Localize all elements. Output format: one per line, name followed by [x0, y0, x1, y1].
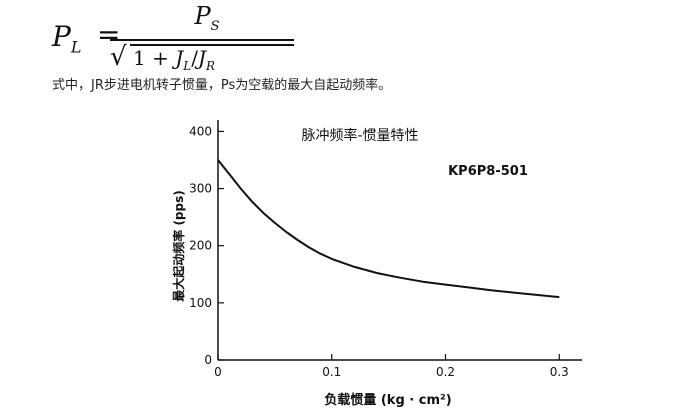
radicand-j1: J — [175, 46, 184, 70]
y-axis-label: 最大起动频率 (pps) — [171, 190, 186, 301]
formula-denominator: √ 1 + JL/JR — [110, 42, 296, 73]
sqrt-vinculum — [130, 44, 294, 46]
formula-num-symbol: P — [194, 2, 211, 30]
formula-numerator: PS — [157, 2, 257, 34]
formula-num-subscript: S — [210, 18, 220, 34]
fraction-bar — [110, 39, 294, 41]
chart-title: 脉冲频率-惯量特性 — [301, 127, 418, 144]
chart-axes — [217, 120, 582, 361]
y-tick-label: 400 — [189, 124, 212, 138]
series-line — [217, 159, 560, 299]
formula-lhs: PL — [52, 20, 81, 57]
chart-ticks: 0 100 200 300 400 0 0.1 0.2 0.3 — [189, 124, 569, 379]
y-tick-label: 300 — [189, 182, 212, 196]
caption-text: 式中，JR步进电机转子惯量，Ps为空载的最大自起动频率。 — [52, 78, 392, 93]
y-tick-label: 0 — [204, 353, 212, 367]
chart-annotation: KP6P8-501 — [448, 164, 528, 179]
y-tick-label: 100 — [189, 296, 212, 310]
x-tick-label: 0 — [214, 365, 222, 379]
radicand-j2: J — [197, 46, 206, 70]
x-tick-label: 0.3 — [550, 365, 569, 379]
x-tick-label: 0.1 — [322, 365, 341, 379]
radicand-j1-sub: L — [183, 59, 192, 73]
formula: PL = PS √ 1 + JL/JR — [52, 2, 294, 73]
chart-series — [217, 159, 560, 299]
radicand-j2-sub: R — [205, 59, 216, 73]
radicand-one: 1 + — [133, 46, 176, 70]
radicand-slash: / — [191, 46, 198, 70]
sqrt-icon: √ — [110, 42, 127, 72]
formula-lhs-symbol: P — [52, 20, 71, 53]
x-axis-label: 负载惯量 (kg · cm²) — [324, 392, 451, 408]
formula-equals: = — [97, 18, 121, 51]
y-tick-label: 200 — [189, 239, 212, 253]
formula-lhs-subscript: L — [70, 37, 82, 57]
formula-radicand: 1 + JL/JR — [133, 46, 215, 73]
x-tick-label: 0.2 — [436, 365, 455, 379]
